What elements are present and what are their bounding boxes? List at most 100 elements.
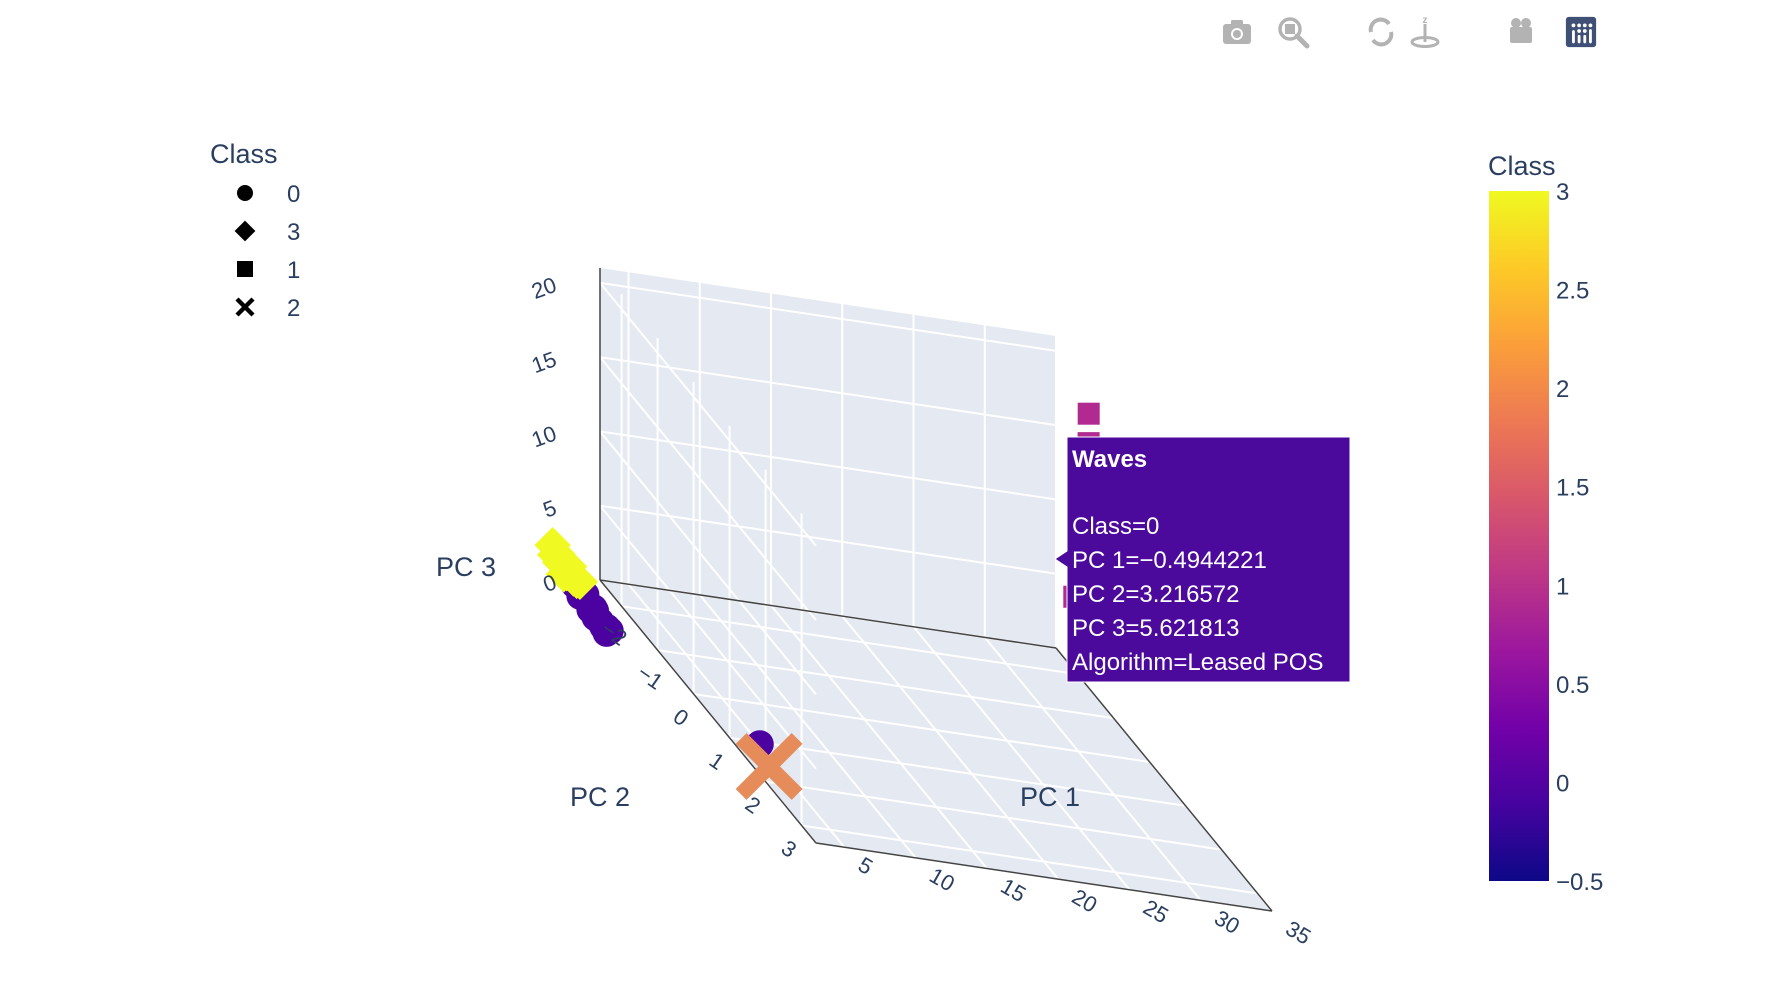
data-point-class-1[interactable] [1077, 402, 1100, 425]
svg-text:z: z [1423, 15, 1428, 26]
legend-symbol-square [237, 261, 253, 277]
z-axis-title: PC 3 [436, 552, 496, 582]
tooltip-line: PC 1=−0.4944221 [1072, 547, 1267, 574]
video-camera-icon [1510, 18, 1532, 43]
tooltip-line: Algorithm=Leased POS [1072, 649, 1323, 676]
legend-symbol-x [235, 297, 255, 317]
legend[interactable]: Class 0 3 1 2 [210, 139, 300, 322]
tooltip-line: PC 2=3.216572 [1072, 581, 1239, 608]
legend-item-2[interactable]: 2 [235, 295, 300, 322]
colorbar-tick-label: 3 [1556, 179, 1569, 206]
gridline [801, 824, 1258, 895]
x-tick-label: 30 [1210, 905, 1244, 939]
legend-item-3[interactable]: 3 [234, 219, 301, 246]
axis-line [599, 579, 817, 844]
z-tick-label: 5 [540, 495, 560, 523]
gridline [599, 504, 1057, 575]
zoom-button[interactable] [1271, 10, 1315, 54]
gridline [599, 356, 817, 621]
gridline [599, 430, 1057, 501]
orbit-rotation-icon [1368, 17, 1394, 47]
data-point-class-0[interactable] [579, 594, 608, 623]
home-icon [1463, 14, 1499, 50]
colorbar-tick-label: 1.5 [1556, 475, 1589, 502]
y-tick-label: 0 [669, 704, 693, 732]
x-tick-label: 5 [854, 852, 877, 880]
gridline [698, 594, 917, 859]
legend-label: 1 [287, 257, 300, 284]
y-axis-title: PC 2 [570, 782, 630, 812]
tooltip-line: PC 3=5.621813 [1072, 615, 1239, 642]
colorbar-gradient [1489, 191, 1549, 881]
x-tick-label: 15 [997, 873, 1031, 907]
save-camera-button[interactable] [1503, 10, 1547, 54]
gridline [621, 605, 1078, 676]
colorbar-tick-label: −0.5 [1556, 869, 1603, 896]
tooltip-line: Class=0 [1072, 513, 1159, 540]
axis-line [815, 842, 1273, 912]
reset-camera-button[interactable] [1459, 10, 1503, 54]
orbit-rotation-button[interactable] [1359, 10, 1403, 54]
gridline [627, 583, 846, 848]
legend-title: Class [210, 139, 278, 169]
gridline [599, 356, 1057, 427]
gridline [765, 780, 1222, 851]
turntable-rotation-button[interactable]: z [1403, 10, 1447, 54]
gridline [770, 604, 988, 870]
colorbar-tick-label: 0 [1556, 770, 1569, 797]
pan-button[interactable] [1315, 10, 1359, 54]
plotly-logo-icon [1565, 16, 1597, 48]
data-points[interactable] [534, 402, 1122, 800]
x-tick-label: 35 [1282, 916, 1316, 950]
gridline [983, 636, 1202, 902]
z-tick-label: 15 [528, 346, 560, 378]
scene-3d[interactable] [599, 268, 1273, 912]
gridline [729, 736, 1186, 807]
tooltip-title: Waves [1072, 446, 1147, 473]
colorbar-tick-label: 1 [1556, 573, 1569, 600]
turntable-rotation-icon: z [1410, 15, 1440, 48]
colorbar-title: Class [1488, 151, 1556, 181]
modebar[interactable]: z [1215, 10, 1603, 54]
floor-pane [600, 580, 1272, 911]
gridline [599, 505, 817, 770]
colorbar-tick-label: 2.5 [1556, 278, 1589, 305]
colorbar-tick-label: 0.5 [1556, 672, 1589, 699]
download-plot-button[interactable] [1215, 10, 1259, 54]
zoom-icon [1278, 17, 1310, 49]
x-tick-label: 20 [1068, 884, 1102, 918]
y-tick-label: 1 [705, 747, 729, 775]
x-axis-title: PC 1 [1020, 782, 1080, 812]
data-point-class-2[interactable] [735, 732, 803, 800]
z-tick-label: 20 [528, 272, 560, 304]
gridline [599, 281, 1057, 352]
gridline [657, 649, 1114, 720]
pan-icon [1319, 14, 1355, 50]
legend-label: 3 [287, 219, 300, 246]
z-tick-label: 10 [528, 421, 560, 453]
colorbar-tick-label: 2 [1556, 376, 1569, 403]
legend-item-1[interactable]: 1 [237, 257, 300, 284]
data-point-class-3[interactable] [546, 546, 584, 583]
x-tick-label: 25 [1139, 894, 1173, 928]
axis-line [1055, 647, 1273, 912]
plotly-logo[interactable] [1559, 10, 1603, 54]
x-tick-label: 10 [925, 863, 959, 897]
legend-item-0[interactable]: 0 [237, 181, 300, 208]
gridline [841, 615, 1060, 880]
gridline [599, 430, 817, 696]
legend-symbol-diamond [234, 220, 256, 242]
camera-icon [1223, 20, 1251, 44]
legend-label: 0 [287, 181, 300, 208]
legend-label: 2 [287, 295, 300, 322]
hover-tooltip: Waves Class=0 PC 1=−0.4944221 PC 2=3.216572… [1054, 436, 1351, 683]
data-point-class-0[interactable] [592, 618, 621, 647]
data-point-class-3[interactable] [561, 563, 599, 601]
legend-symbol-circle [237, 185, 253, 201]
tooltip-box [1054, 436, 1351, 683]
gridline [599, 282, 817, 547]
gridline [912, 626, 1131, 891]
